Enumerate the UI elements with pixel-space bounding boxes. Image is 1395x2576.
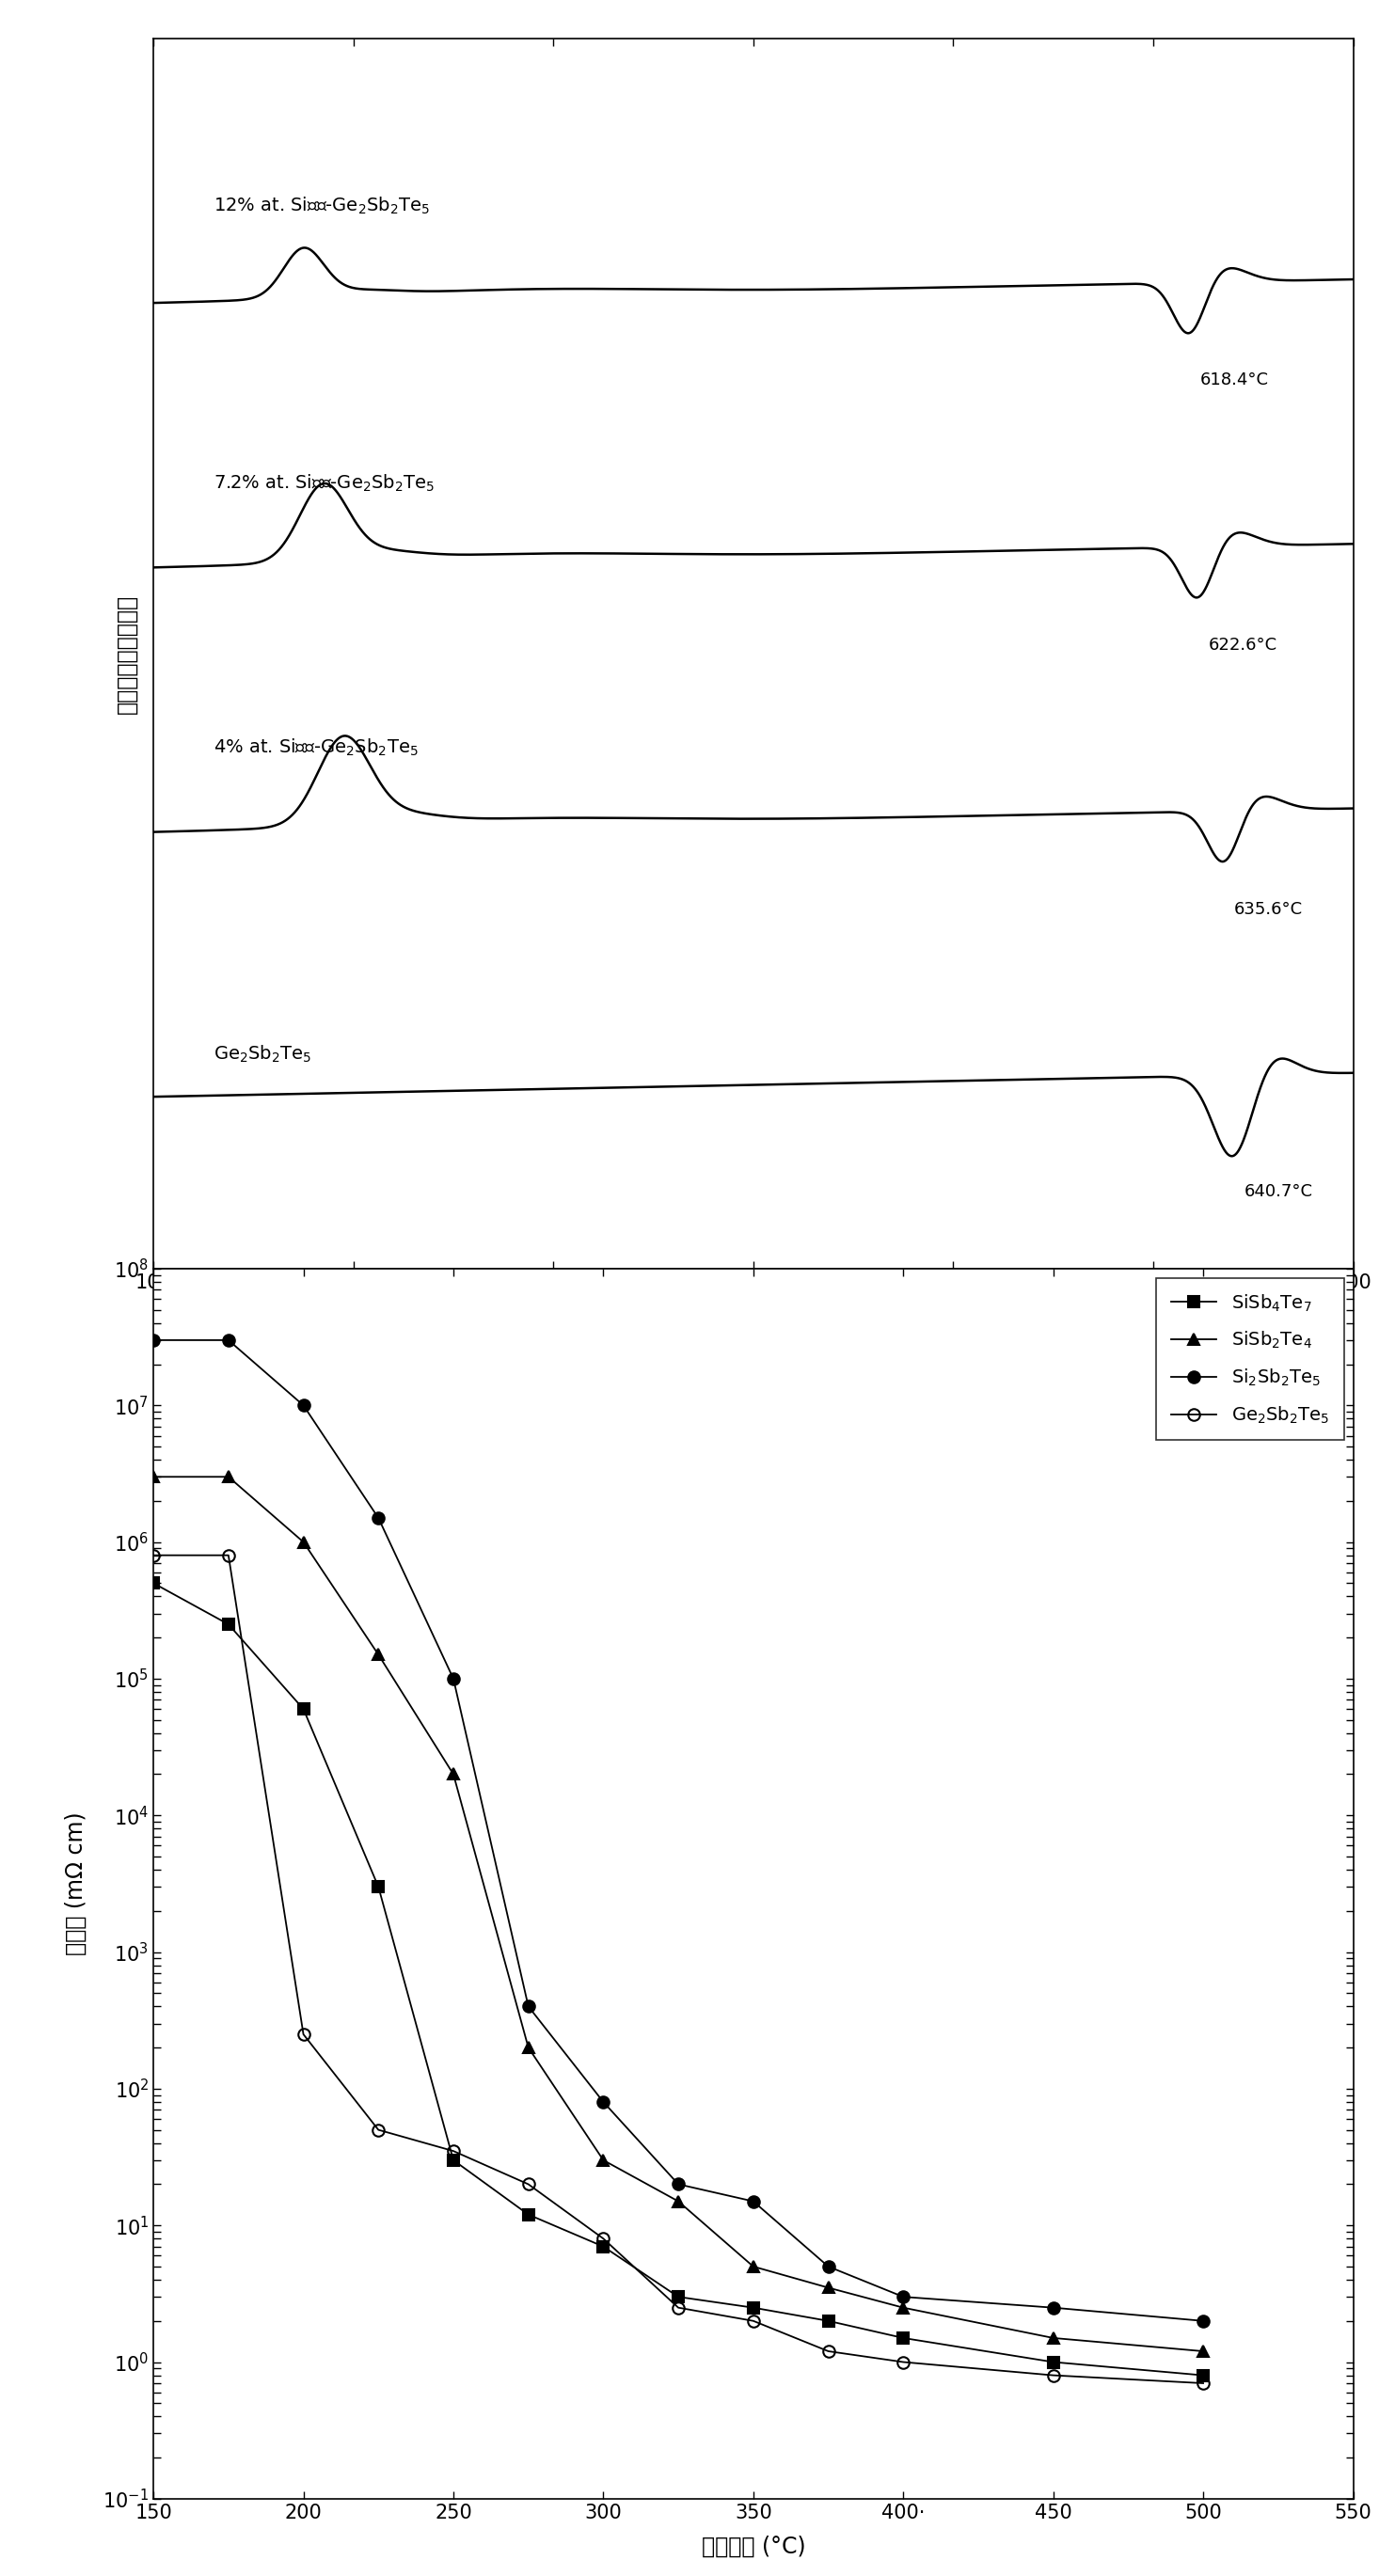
Ge$_2$Sb$_2$Te$_5$ [1194, 2367, 1211, 2398]
Ge$_2$Sb$_2$Te$_5$ [520, 2169, 537, 2200]
Si$_2$Sb$_2$Te$_5$ [445, 1664, 462, 1695]
Si$_2$Sb$_2$Te$_5$ [370, 1502, 386, 1533]
SiSb$_2$Te$_4$ [1194, 2336, 1211, 2367]
SiSb$_2$Te$_4$ [370, 1638, 386, 1669]
Si$_2$Sb$_2$Te$_5$ [520, 1991, 537, 2022]
Ge$_2$Sb$_2$Te$_5$ [594, 2223, 611, 2254]
Line: SiSb$_4$Te$_7$: SiSb$_4$Te$_7$ [148, 1577, 1209, 2380]
SiSb$_4$Te$_7$ [745, 2293, 762, 2324]
Y-axis label: 热流量（任意单位）: 热流量（任意单位） [116, 595, 138, 714]
Text: Ge$_2$Sb$_2$Te$_5$: Ge$_2$Sb$_2$Te$_5$ [213, 1043, 311, 1064]
SiSb$_2$Te$_4$ [670, 2187, 686, 2218]
Ge$_2$Sb$_2$Te$_5$ [1045, 2360, 1062, 2391]
Ge$_2$Sb$_2$Te$_5$ [445, 2136, 462, 2166]
SiSb$_4$Te$_7$ [820, 2306, 837, 2336]
SiSb$_2$Te$_4$ [820, 2272, 837, 2303]
Si$_2$Sb$_2$Te$_5$ [296, 1391, 312, 1422]
X-axis label: 退火温度 (°C): 退火温度 (°C) [702, 2535, 805, 2558]
Text: 618.4°C: 618.4°C [1200, 371, 1268, 389]
Legend: SiSb$_4$Te$_7$, SiSb$_2$Te$_4$, Si$_2$Sb$_2$Te$_5$, Ge$_2$Sb$_2$Te$_5$: SiSb$_4$Te$_7$, SiSb$_2$Te$_4$, Si$_2$Sb… [1156, 1278, 1343, 1440]
Si$_2$Sb$_2$Te$_5$ [220, 1324, 237, 1355]
Ge$_2$Sb$_2$Te$_5$ [296, 2020, 312, 2050]
SiSb$_4$Te$_7$ [1045, 2347, 1062, 2378]
SiSb$_2$Te$_4$ [896, 2293, 912, 2324]
SiSb$_4$Te$_7$ [670, 2282, 686, 2313]
SiSb$_2$Te$_4$ [296, 1528, 312, 1558]
SiSb$_4$Te$_7$ [145, 1569, 162, 1600]
SiSb$_4$Te$_7$ [594, 2231, 611, 2262]
Si$_2$Sb$_2$Te$_5$ [820, 2251, 837, 2282]
SiSb$_2$Te$_4$ [145, 1461, 162, 1492]
Si$_2$Sb$_2$Te$_5$ [745, 2187, 762, 2218]
Text: 622.6°C: 622.6°C [1208, 636, 1278, 654]
Si$_2$Sb$_2$Te$_5$ [896, 2282, 912, 2313]
Si$_2$Sb$_2$Te$_5$ [670, 2169, 686, 2200]
Si$_2$Sb$_2$Te$_5$ [145, 1324, 162, 1355]
Si$_2$Sb$_2$Te$_5$ [1194, 2306, 1211, 2336]
Text: 635.6°C: 635.6°C [1235, 902, 1303, 917]
Line: Si$_2$Sb$_2$Te$_5$: Si$_2$Sb$_2$Te$_5$ [148, 1334, 1209, 2326]
Ge$_2$Sb$_2$Te$_5$ [670, 2293, 686, 2324]
Y-axis label: 电阻率 (mΩ cm): 电阻率 (mΩ cm) [64, 1811, 88, 1955]
SiSb$_4$Te$_7$ [520, 2200, 537, 2231]
SiSb$_4$Te$_7$ [296, 1692, 312, 1723]
Text: 7.2% at. Si掺杂-Ge$_2$Sb$_2$Te$_5$: 7.2% at. Si掺杂-Ge$_2$Sb$_2$Te$_5$ [213, 471, 435, 495]
Si$_2$Sb$_2$Te$_5$ [1045, 2293, 1062, 2324]
SiSb$_4$Te$_7$ [220, 1610, 237, 1641]
Ge$_2$Sb$_2$Te$_5$ [820, 2336, 837, 2367]
SiSb$_2$Te$_4$ [594, 2146, 611, 2177]
SiSb$_2$Te$_4$ [520, 2032, 537, 2063]
SiSb$_2$Te$_4$ [745, 2251, 762, 2282]
X-axis label: 温度 (°C): 温度 (°C) [714, 1306, 792, 1327]
SiSb$_2$Te$_4$ [220, 1461, 237, 1492]
Line: SiSb$_2$Te$_4$: SiSb$_2$Te$_4$ [148, 1471, 1209, 2357]
SiSb$_2$Te$_4$ [1045, 2324, 1062, 2354]
Si$_2$Sb$_2$Te$_5$ [594, 2087, 611, 2117]
SiSb$_4$Te$_7$ [1194, 2360, 1211, 2391]
Ge$_2$Sb$_2$Te$_5$ [145, 1540, 162, 1571]
Ge$_2$Sb$_2$Te$_5$ [896, 2347, 912, 2378]
Text: 640.7°C: 640.7°C [1244, 1182, 1313, 1200]
Text: 12% at. Si掺杂-Ge$_2$Sb$_2$Te$_5$: 12% at. Si掺杂-Ge$_2$Sb$_2$Te$_5$ [213, 196, 430, 216]
SiSb$_2$Te$_4$ [445, 1759, 462, 1790]
Line: Ge$_2$Sb$_2$Te$_5$: Ge$_2$Sb$_2$Te$_5$ [148, 1548, 1209, 2388]
SiSb$_4$Te$_7$ [896, 2324, 912, 2354]
Ge$_2$Sb$_2$Te$_5$ [370, 2115, 386, 2146]
SiSb$_4$Te$_7$ [370, 1870, 386, 1901]
SiSb$_4$Te$_7$ [445, 2146, 462, 2177]
Text: 4% at. Si掺杂-Ge$_2$Sb$_2$Te$_5$: 4% at. Si掺杂-Ge$_2$Sb$_2$Te$_5$ [213, 737, 418, 757]
Ge$_2$Sb$_2$Te$_5$ [220, 1540, 237, 1571]
Ge$_2$Sb$_2$Te$_5$ [745, 2306, 762, 2336]
Text: 图 3: 图 3 [735, 1417, 771, 1440]
